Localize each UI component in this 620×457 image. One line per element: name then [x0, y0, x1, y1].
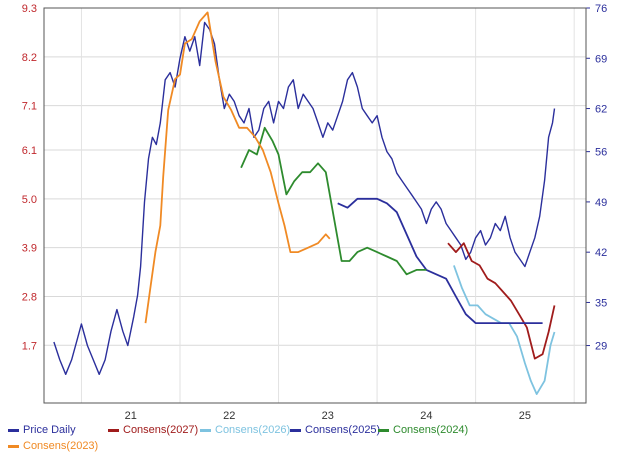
y-left-tick-label: 9.3: [22, 3, 37, 15]
x-tick-label: 21: [125, 410, 137, 422]
legend-item: Price Daily: [8, 424, 76, 436]
y-left-tick-label: 8.2: [22, 52, 37, 64]
y-left-tick-label: 5.0: [22, 194, 37, 206]
y-right-tick-label: 56: [595, 147, 607, 159]
legend-swatch: [200, 428, 211, 432]
legend-label: Consens(2025): [305, 424, 381, 436]
legend-item: Consens(2027): [108, 424, 198, 436]
y-right-tick-label: 69: [595, 53, 607, 65]
y-right-tick-label: 42: [595, 247, 607, 259]
legend-swatch: [378, 428, 389, 432]
y-right-tick-label: 76: [595, 3, 607, 15]
y-left-tick-label: 2.8: [22, 291, 37, 303]
series-line-consens-2023: [144, 11, 331, 324]
legend-swatch: [8, 428, 19, 432]
x-tick-label: 23: [322, 410, 334, 422]
y-right-tick-label: 49: [595, 197, 607, 209]
legend-label: Consens(2027): [123, 424, 199, 436]
y-right-tick-label: 29: [595, 341, 607, 353]
x-tick-label: 25: [519, 410, 531, 422]
legend-item: Consens(2023): [8, 440, 98, 452]
x-tick-label: 24: [420, 410, 432, 422]
series-line-consens-2025: [337, 197, 543, 324]
series-line-price-daily: [53, 21, 556, 375]
legend-label: Price Daily: [23, 424, 76, 436]
y-left-tick-label: 6.1: [22, 145, 37, 157]
y-right-tick-label: 35: [595, 297, 607, 309]
x-tick-label: 22: [223, 410, 235, 422]
y-left-tick-label: 7.1: [22, 101, 37, 113]
legend-label: Consens(2024): [393, 424, 469, 436]
y-right-tick-label: 62: [595, 104, 607, 116]
legend-item: Consens(2026): [200, 424, 290, 436]
legend-swatch: [108, 428, 119, 432]
plot-frame: [43, 7, 587, 404]
series-line-consens-2027: [447, 242, 556, 360]
legend-label: Consens(2023): [23, 440, 99, 452]
y-left-tick-label: 3.9: [22, 243, 37, 255]
legend-item: Consens(2024): [378, 424, 468, 436]
series-line-consens-2024: [240, 126, 427, 276]
series-line-consens-2026: [453, 265, 556, 395]
legend-item: Consens(2025): [290, 424, 380, 436]
legend-swatch: [290, 428, 301, 432]
legend-swatch: [8, 444, 19, 448]
legend-label: Consens(2026): [215, 424, 291, 436]
y-left-tick-label: 1.7: [22, 340, 37, 352]
